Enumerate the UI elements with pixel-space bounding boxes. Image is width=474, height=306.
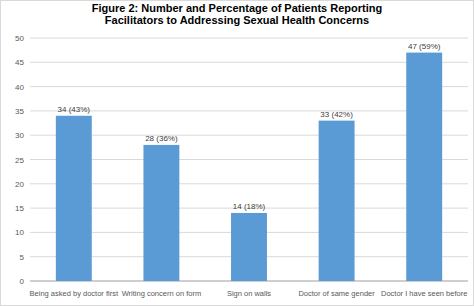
bar (143, 145, 179, 281)
bar (406, 53, 442, 281)
grid (30, 38, 468, 281)
y-tick-label: 35 (15, 107, 24, 116)
chart-title: Figure 2: Number and Percentage of Patie… (92, 2, 382, 26)
data-label: 33 (42%) (320, 110, 353, 119)
grid-line (30, 86, 468, 87)
bars (56, 53, 442, 281)
y-tick-label: 20 (15, 180, 24, 189)
bar (319, 121, 355, 281)
y-tick-label: 0 (20, 277, 25, 286)
grid-line (30, 159, 468, 160)
y-tick-label: 45 (15, 58, 24, 67)
y-tick-label: 40 (15, 83, 24, 92)
y-tick-label: 10 (15, 228, 24, 237)
data-label: 47 (59%) (408, 42, 441, 51)
y-tick-label: 30 (15, 131, 24, 140)
data-label: 34 (43%) (58, 105, 91, 114)
data-label: 14 (18%) (233, 202, 266, 211)
chart-container: Figure 2: Number and Percentage of Patie… (0, 0, 474, 306)
x-tick-label: Doctor I have seen before (381, 289, 467, 298)
grid-line (30, 183, 468, 184)
y-tick-label: 25 (15, 156, 24, 165)
title-line: Figure 2: Number and Percentage of Patie… (92, 2, 382, 14)
bar (56, 116, 92, 281)
grid-line (30, 62, 468, 63)
grid-line (30, 135, 468, 136)
title-line: Facilitators to Addressing Sexual Health… (105, 14, 369, 26)
x-tick-label: Writing concern on form (122, 289, 201, 298)
x-tick-label: Doctor of same gender (298, 289, 375, 298)
grid-line (30, 38, 468, 39)
x-tick-label: Being asked by doctor first (30, 289, 119, 298)
chart-border (1, 1, 474, 306)
x-tick-label: Sign on walls (227, 289, 271, 298)
chart-svg: Figure 2: Number and Percentage of Patie… (0, 0, 474, 306)
grid-line (30, 110, 468, 111)
bar (231, 213, 267, 281)
y-tick-label: 15 (15, 204, 24, 213)
data-label: 28 (36%) (145, 134, 178, 143)
y-tick-label: 5 (20, 253, 25, 262)
y-tick-label: 50 (15, 34, 24, 43)
